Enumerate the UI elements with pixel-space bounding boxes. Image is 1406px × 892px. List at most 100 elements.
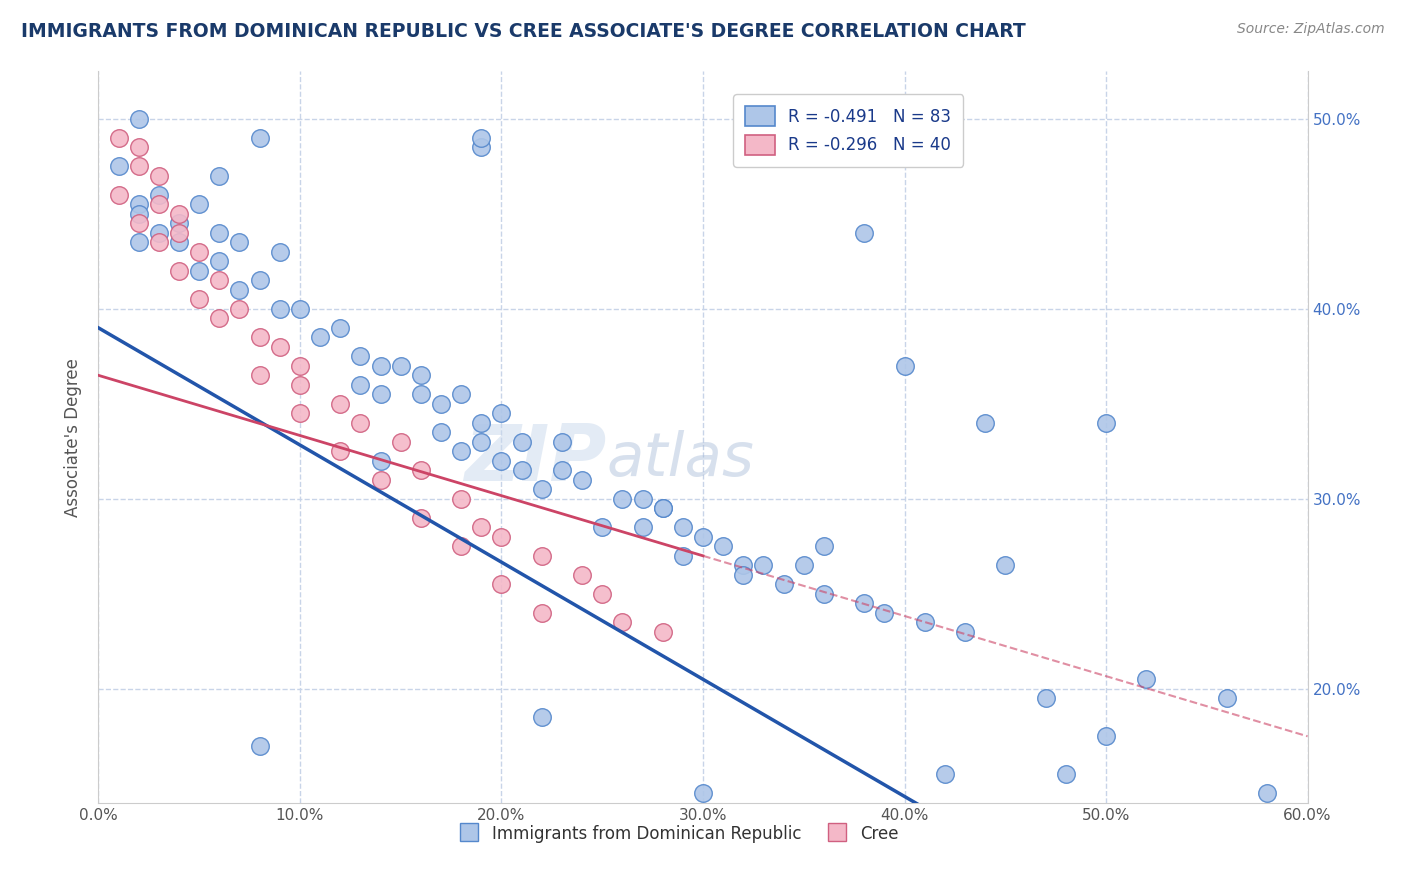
Point	[167, 235, 190, 250]
Point	[672, 520, 695, 534]
Point	[530, 549, 553, 563]
Point	[450, 444, 472, 458]
Point	[853, 596, 876, 610]
Point	[148, 235, 170, 250]
Point	[349, 377, 371, 392]
Point	[591, 520, 613, 534]
Point	[128, 216, 150, 230]
Point	[107, 187, 129, 202]
Text: atlas: atlas	[606, 430, 754, 489]
Point	[873, 606, 896, 620]
Point	[249, 273, 271, 287]
Point	[329, 397, 352, 411]
Point	[470, 416, 492, 430]
Point	[733, 558, 755, 573]
Point	[269, 340, 291, 354]
Point	[409, 511, 432, 525]
Point	[128, 112, 150, 126]
Point	[349, 349, 371, 363]
Point	[692, 786, 714, 800]
Point	[1216, 691, 1239, 706]
Point	[994, 558, 1017, 573]
Point	[1256, 786, 1278, 800]
Point	[672, 549, 695, 563]
Point	[269, 244, 291, 259]
Point	[188, 293, 211, 307]
Point	[612, 615, 634, 630]
Point	[389, 359, 412, 373]
Point	[148, 197, 170, 211]
Point	[249, 739, 271, 753]
Point	[530, 606, 553, 620]
Point	[692, 530, 714, 544]
Point	[249, 368, 271, 383]
Point	[510, 463, 533, 477]
Point	[772, 577, 794, 591]
Point	[1095, 416, 1118, 430]
Point	[409, 387, 432, 401]
Point	[228, 283, 250, 297]
Text: Source: ZipAtlas.com: Source: ZipAtlas.com	[1237, 22, 1385, 37]
Point	[107, 131, 129, 145]
Point	[551, 434, 574, 449]
Point	[591, 587, 613, 601]
Text: IMMIGRANTS FROM DOMINICAN REPUBLIC VS CREE ASSOCIATE'S DEGREE CORRELATION CHART: IMMIGRANTS FROM DOMINICAN REPUBLIC VS CR…	[21, 22, 1026, 41]
Point	[188, 264, 211, 278]
Point	[793, 558, 815, 573]
Point	[349, 416, 371, 430]
Point	[208, 169, 231, 183]
Point	[288, 359, 311, 373]
Point	[188, 197, 211, 211]
Point	[510, 434, 533, 449]
Point	[813, 587, 835, 601]
Point	[953, 624, 976, 639]
Point	[370, 359, 392, 373]
Point	[450, 491, 472, 506]
Point	[107, 159, 129, 173]
Point	[409, 463, 432, 477]
Legend: Immigrants from Dominican Republic, Cree: Immigrants from Dominican Republic, Cree	[453, 818, 905, 849]
Point	[450, 539, 472, 553]
Point	[148, 187, 170, 202]
Point	[167, 216, 190, 230]
Point	[128, 207, 150, 221]
Point	[631, 491, 654, 506]
Point	[470, 131, 492, 145]
Point	[148, 226, 170, 240]
Point	[571, 567, 593, 582]
Point	[631, 520, 654, 534]
Point	[934, 767, 956, 781]
Point	[389, 434, 412, 449]
Point	[530, 483, 553, 497]
Point	[1054, 767, 1077, 781]
Point	[893, 359, 915, 373]
Point	[651, 501, 673, 516]
Point	[167, 264, 190, 278]
Point	[409, 368, 432, 383]
Point	[612, 491, 634, 506]
Point	[1135, 673, 1157, 687]
Text: ZIP: ZIP	[464, 421, 606, 497]
Point	[470, 520, 492, 534]
Point	[249, 330, 271, 344]
Point	[651, 624, 673, 639]
Point	[491, 454, 513, 468]
Point	[1035, 691, 1057, 706]
Point	[430, 425, 453, 440]
Point	[752, 558, 775, 573]
Point	[288, 406, 311, 420]
Point	[288, 377, 311, 392]
Point	[228, 301, 250, 316]
Point	[329, 444, 352, 458]
Point	[651, 501, 673, 516]
Point	[430, 397, 453, 411]
Point	[370, 454, 392, 468]
Point	[711, 539, 734, 553]
Point	[208, 226, 231, 240]
Point	[491, 406, 513, 420]
Point	[571, 473, 593, 487]
Point	[208, 254, 231, 268]
Point	[269, 301, 291, 316]
Point	[228, 235, 250, 250]
Point	[491, 530, 513, 544]
